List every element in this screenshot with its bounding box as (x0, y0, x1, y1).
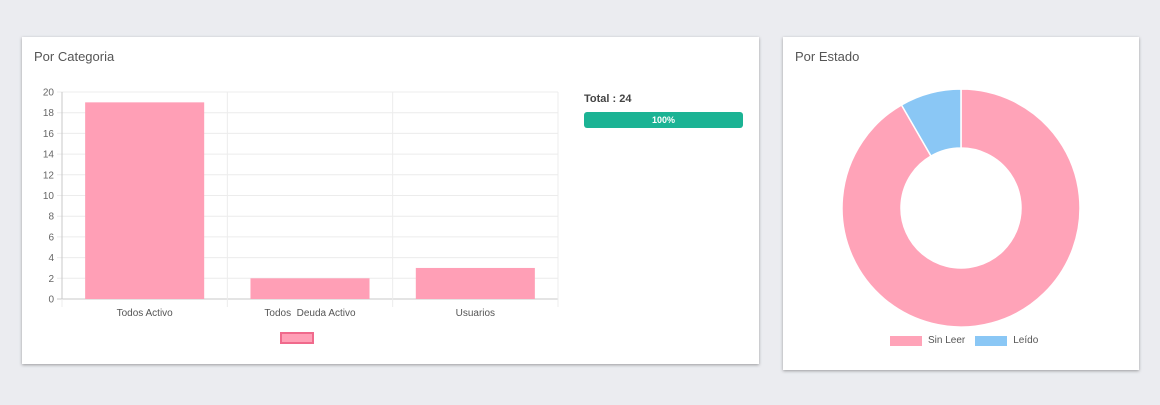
donut-slice (841, 88, 1081, 328)
y-tick-label: 10 (43, 191, 55, 202)
y-tick-label: 14 (43, 150, 55, 161)
state-donut-chart (841, 88, 1081, 328)
legend-swatch (975, 335, 1008, 346)
y-tick-label: 0 (48, 295, 54, 306)
y-tick-label: 12 (43, 170, 55, 181)
y-tick-label: 4 (48, 253, 54, 264)
total-progress-bar: 100% (584, 112, 743, 128)
x-tick-label: Todos Deuda Activo (264, 308, 356, 319)
bar-legend-swatch[interactable] (280, 332, 314, 344)
donut-legend: Sin Leer Leído (890, 335, 1048, 346)
bar (85, 102, 205, 299)
legend-label: Sin Leer (928, 335, 966, 346)
category-card-title: Por Categoria (34, 49, 115, 64)
state-card: Por Estado Sin Leer Leído (783, 37, 1139, 370)
legend-label: Leído (1013, 335, 1039, 346)
y-tick-label: 20 (43, 88, 55, 99)
bar (250, 278, 370, 299)
legend-swatch (890, 335, 922, 346)
y-tick-label: 16 (43, 129, 55, 140)
state-card-title: Por Estado (795, 49, 860, 64)
y-tick-label: 8 (48, 212, 54, 223)
y-tick-label: 6 (48, 232, 54, 243)
bar (415, 267, 535, 299)
category-card: Por Categoria 0 2 4 6 8 10 12 14 16 18 20 Todos Act… (22, 37, 759, 364)
legend-item[interactable]: Leído (975, 335, 1038, 346)
x-tick-label: Todos Activo (117, 308, 174, 319)
y-tick-label: 2 (48, 274, 54, 285)
donut-slice (900, 88, 962, 158)
x-tick-label: Usuarios (456, 308, 495, 319)
total-progress-fill: 100% (584, 112, 743, 128)
legend-item[interactable]: Sin Leer (890, 335, 965, 346)
total-label: Total : 24 (584, 93, 632, 105)
category-bar-chart: 0 2 4 6 8 10 12 14 16 18 20 Todos Activo Todos Deuda… (43, 88, 559, 319)
y-tick-label: 18 (43, 108, 55, 119)
